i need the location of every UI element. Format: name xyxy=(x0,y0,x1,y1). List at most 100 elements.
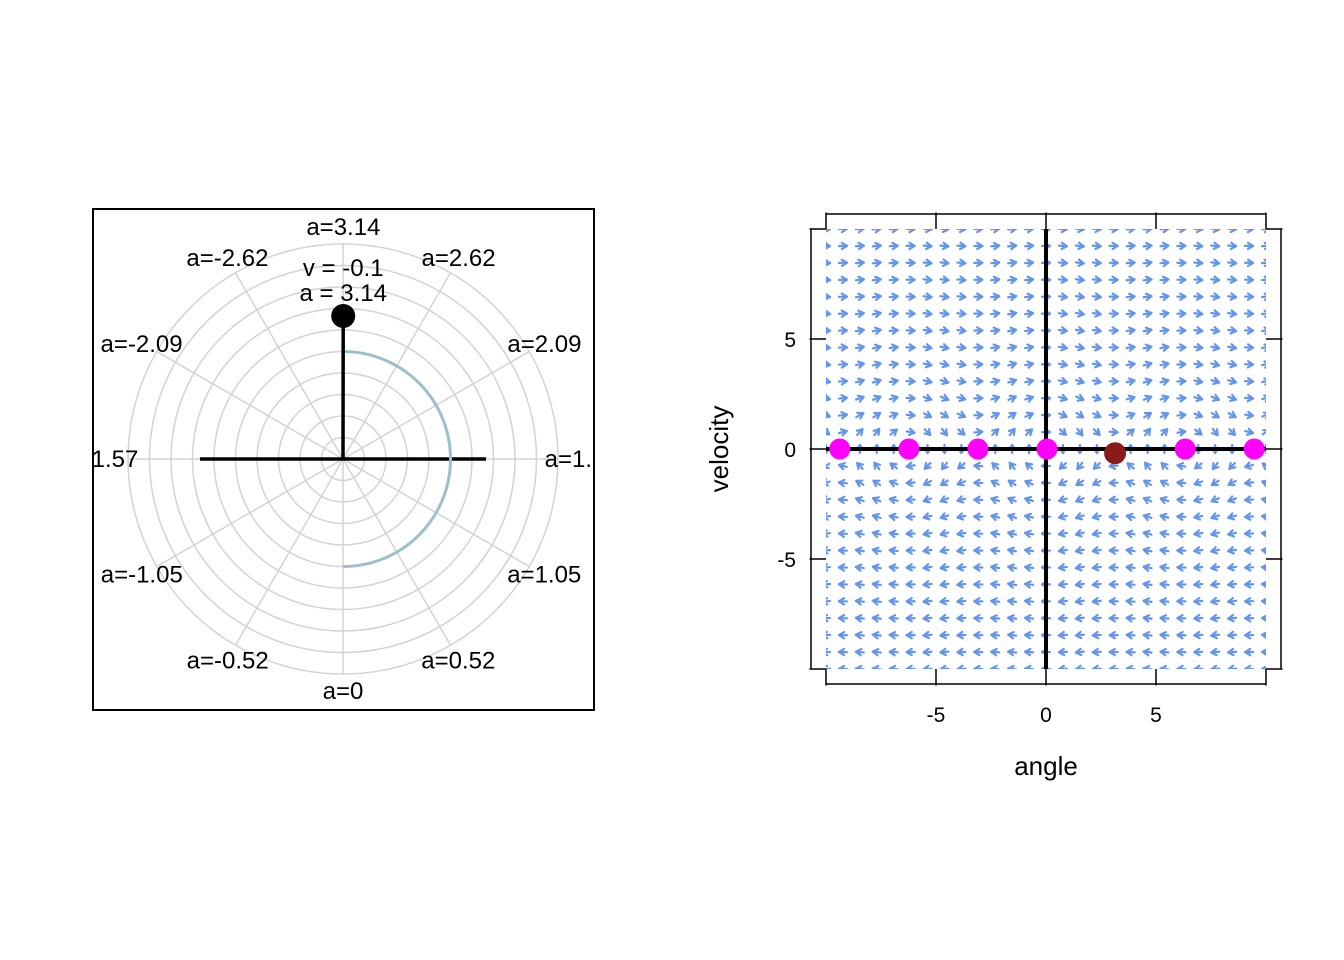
field-arrow-head xyxy=(975,410,984,420)
field-arrow-head xyxy=(939,512,948,521)
field-arrow-head xyxy=(1060,376,1068,386)
field-arrow-head xyxy=(1092,478,1101,487)
field-arrow-head xyxy=(1076,359,1085,369)
field-arrow xyxy=(826,633,832,637)
field-arrow-head xyxy=(1076,410,1085,419)
field-arrow-head xyxy=(992,241,1001,251)
field-arrow-head xyxy=(871,664,880,669)
field-arrow-head xyxy=(973,563,981,572)
field-arrow-head xyxy=(1159,614,1167,623)
field-arrow-head xyxy=(939,546,948,555)
field-arrow-head xyxy=(992,258,1001,268)
field-arrow-head xyxy=(1210,596,1218,606)
field-arrow-head xyxy=(1092,461,1101,470)
field-arrow-head xyxy=(1024,479,1033,488)
field-arrow-head xyxy=(856,461,864,470)
field-arrow-head xyxy=(1160,411,1170,420)
field-arrow-head xyxy=(908,326,916,335)
field-arrow-head xyxy=(992,326,1001,335)
field-arrow-head xyxy=(871,597,880,606)
field-arrow-head xyxy=(990,664,998,669)
field-arrow-head xyxy=(872,427,881,436)
field-arrow-head xyxy=(976,275,984,285)
field-arrow-head xyxy=(839,428,848,437)
field-arrow-head xyxy=(939,563,948,572)
field-arrow-head xyxy=(1077,326,1085,335)
field-arrow-head xyxy=(1057,495,1066,504)
field-arrow-head xyxy=(873,377,882,386)
field-arrow-head xyxy=(837,614,846,623)
field-arrow-head xyxy=(1108,580,1116,589)
field-arrow-head xyxy=(837,478,846,488)
field-arrow-head xyxy=(1026,309,1035,318)
field-arrow-head xyxy=(1179,309,1187,318)
field-arrow-head xyxy=(889,462,898,471)
field-arrow-head xyxy=(1210,563,1218,572)
field-arrow-head xyxy=(1007,664,1015,669)
field-arrow-head xyxy=(905,563,913,572)
field-arrow xyxy=(1227,667,1238,669)
field-arrow-head xyxy=(1074,613,1083,623)
field-arrow-head xyxy=(1227,613,1235,623)
field-arrow-head xyxy=(856,411,865,420)
field-arrow-head xyxy=(1145,229,1153,234)
field-arrow-head xyxy=(925,258,933,267)
field-arrow-head xyxy=(888,495,897,505)
field-arrow-head xyxy=(1127,394,1136,403)
field-arrow-head xyxy=(1009,309,1018,318)
field-arrow-head xyxy=(908,292,916,301)
field-arrow xyxy=(1261,413,1266,418)
field-arrow-head xyxy=(958,393,967,403)
field-arrow-head xyxy=(1144,241,1153,251)
field-arrow-head xyxy=(871,496,881,505)
field-arrow-head xyxy=(1246,309,1255,318)
field-arrow-head xyxy=(1026,241,1035,251)
field-arrow-head xyxy=(1009,343,1018,352)
field-arrow-head xyxy=(1176,664,1184,669)
field-arrow-head xyxy=(854,496,864,505)
field-arrow-head xyxy=(1161,343,1170,352)
field-arrow-head xyxy=(1143,461,1152,470)
field-arrow-head xyxy=(1093,410,1102,419)
field-arrow-head xyxy=(1142,614,1151,623)
field-arrow-head xyxy=(1144,326,1153,335)
field-arrow-head xyxy=(1228,428,1236,437)
field-arrow-head xyxy=(1111,427,1119,437)
field-arrow-head xyxy=(1108,647,1116,657)
field-arrow-head xyxy=(973,478,981,488)
field-arrow-head xyxy=(990,496,999,505)
field-arrow-head xyxy=(1057,512,1066,521)
field-arrow-head xyxy=(1060,229,1069,234)
field-arrow-head xyxy=(1193,664,1201,669)
field-arrow-head xyxy=(1210,664,1218,669)
field-arrow-head xyxy=(1008,394,1017,403)
field-arrow-head xyxy=(922,613,931,623)
field-arrow-head xyxy=(1111,326,1119,335)
polar-spoke xyxy=(156,458,344,568)
field-arrow-head xyxy=(973,664,981,669)
field-arrow-head xyxy=(1111,292,1119,301)
field-arrow-head xyxy=(924,309,933,318)
field-arrow-head xyxy=(1193,647,1201,657)
field-arrow-head xyxy=(1161,292,1170,302)
field-arrow-head xyxy=(1060,292,1068,301)
polar-frame xyxy=(92,208,595,711)
field-arrow-head xyxy=(922,512,931,521)
field-arrow-head xyxy=(908,229,916,234)
field-arrow-head xyxy=(957,427,966,436)
field-arrow-head xyxy=(1212,359,1221,369)
field-arrow-head xyxy=(992,292,1001,302)
field-arrow-head xyxy=(837,647,846,657)
field-arrow-head xyxy=(1125,614,1134,623)
field-arrow-head xyxy=(1229,292,1238,301)
field-arrow-head xyxy=(923,461,932,470)
field-arrow-head xyxy=(1094,292,1102,301)
field-arrow-head xyxy=(956,546,965,555)
field-arrow-head xyxy=(1246,410,1255,420)
field-arrow-head xyxy=(1195,241,1204,251)
field-arrow xyxy=(871,229,882,231)
field-arrow-head xyxy=(939,664,947,669)
field-arrow-head xyxy=(857,229,865,234)
field-arrow-head xyxy=(922,546,931,555)
field-arrow-head xyxy=(1108,597,1116,606)
